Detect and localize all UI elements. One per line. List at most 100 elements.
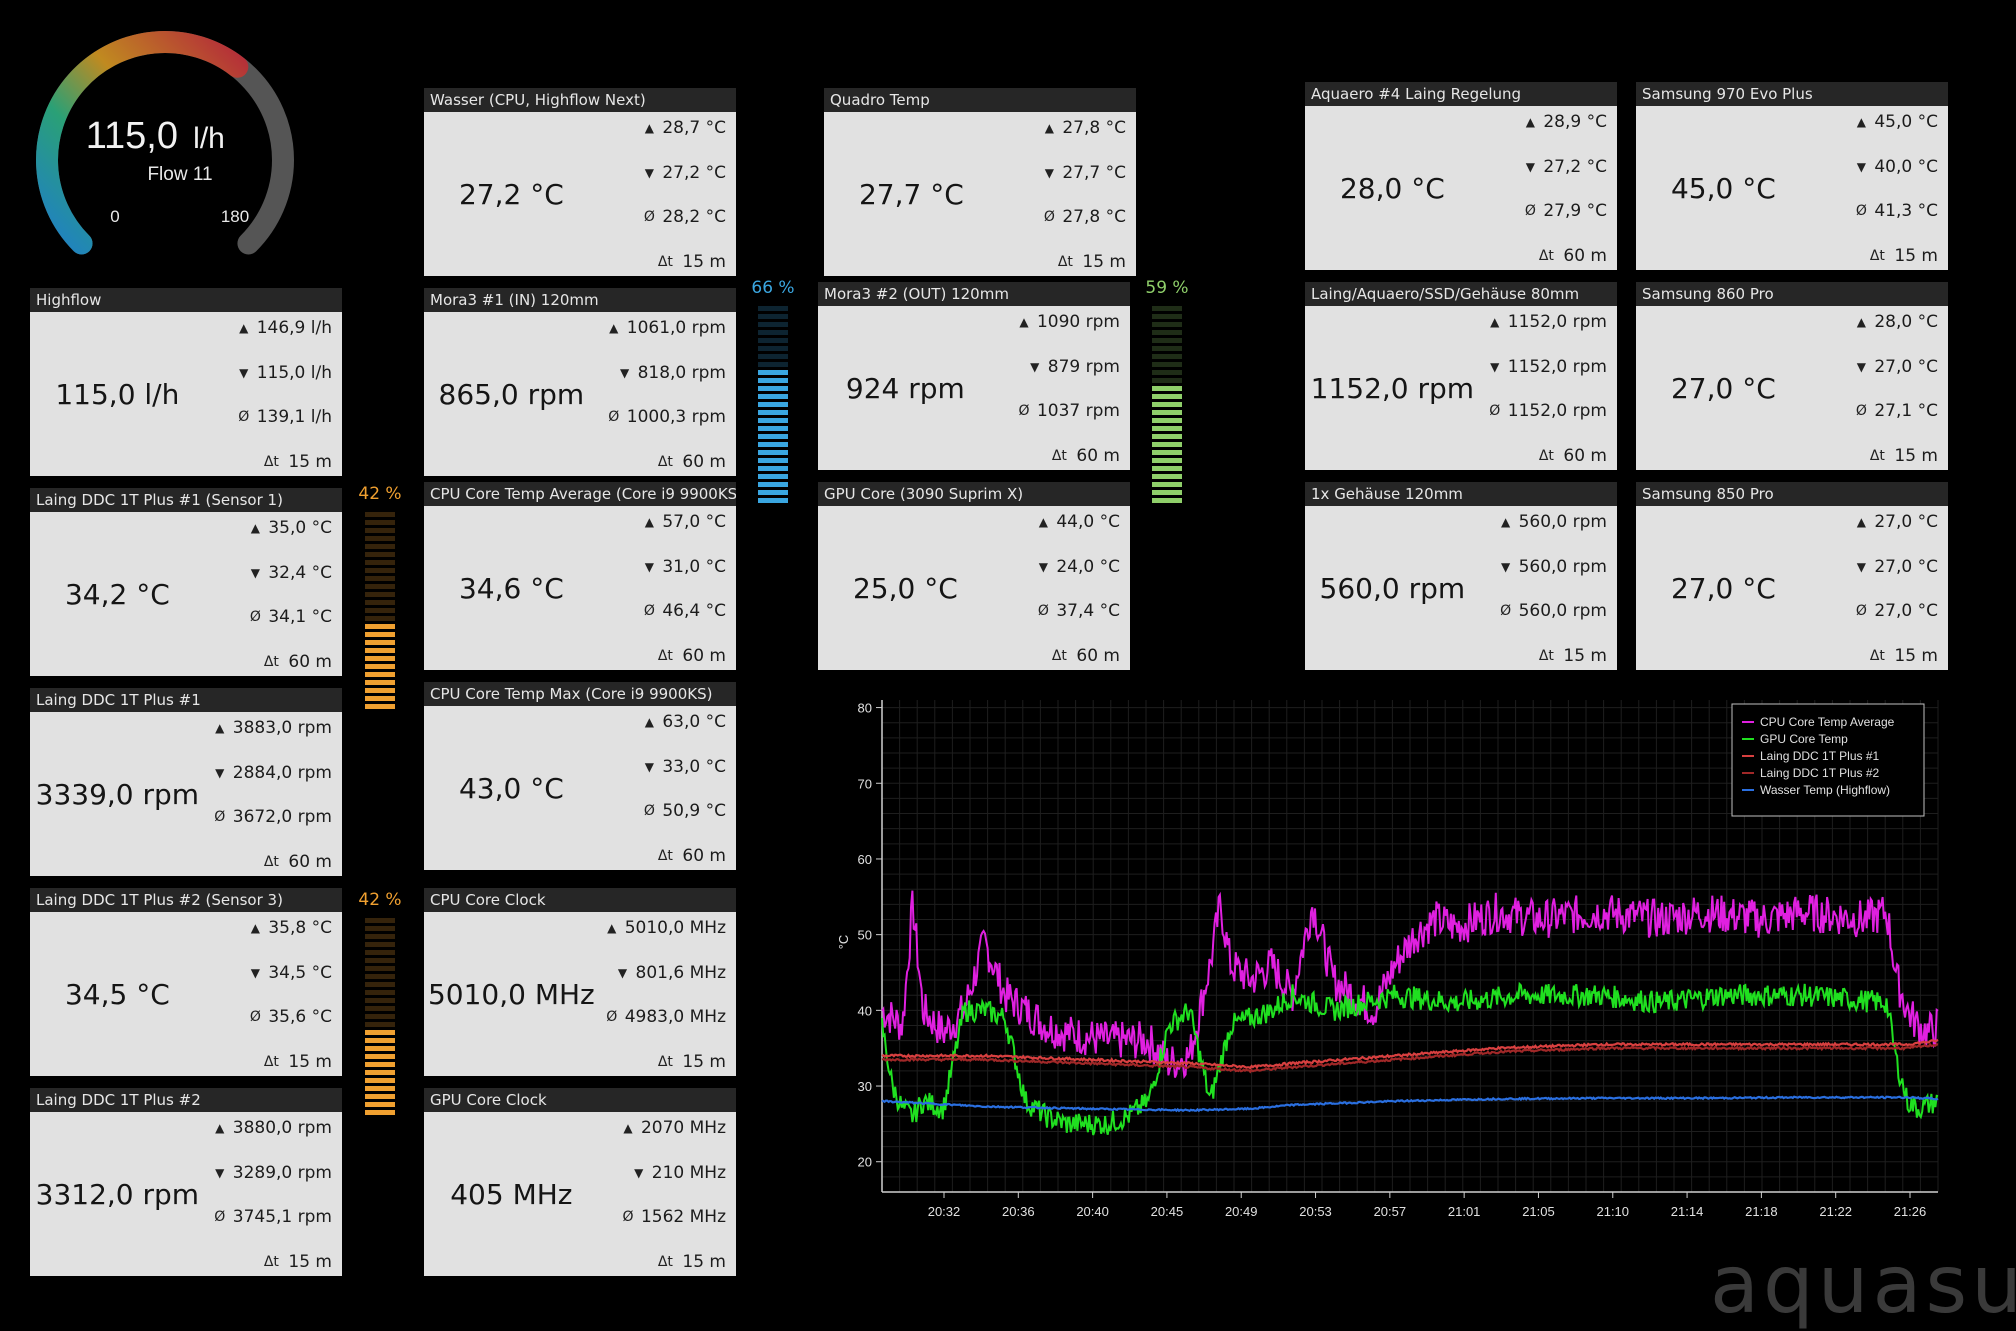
interval-value: 15 m [682, 1251, 726, 1272]
avg-icon: Ø [249, 609, 261, 626]
bar-segment [365, 640, 395, 645]
max-value: 1090 rpm [1036, 312, 1120, 332]
max-value: 27,0 °C [1874, 512, 1938, 532]
bar-segment [365, 576, 395, 581]
bar-segment [365, 1110, 395, 1115]
avg-icon: Ø [1018, 403, 1030, 420]
avg-value: 46,4 °C [662, 601, 726, 622]
bar-segment [365, 680, 395, 685]
x-tick-label: 20:36 [1002, 1204, 1035, 1219]
interval-value: 15 m [1563, 645, 1607, 666]
bar-segment [1152, 362, 1182, 367]
stat-row-avg: Ø 1562 MHz [621, 1207, 726, 1227]
avg-icon: Ø [1855, 403, 1867, 420]
bar-orange-1-pct: 42 % [358, 484, 402, 504]
bar-segment [1152, 354, 1182, 359]
min-value: 560,0 rpm [1518, 556, 1607, 577]
bar-blue [758, 306, 788, 506]
avg-value: 27,0 °C [1874, 601, 1938, 622]
max-value: 28,9 °C [1543, 112, 1607, 132]
min-value: 27,0 °C [1874, 356, 1938, 377]
tile-title: CPU Core Temp Average (Core i9 9900KS) [424, 482, 736, 506]
tile-current-value: 28,0 °C [1339, 171, 1445, 205]
min-value: 34,5 °C [268, 962, 332, 983]
avg-icon: Ø [249, 1009, 261, 1026]
tile-aquaero: Aquaero #4 Laing Regelung 28,0 °C ▲ 28,9 °C… [1305, 82, 1617, 270]
tile-stats: ▲ 27,8 °C ▼ 27,7 °C Ø 27,8 °C Δt 15 m [1042, 118, 1126, 272]
stat-row-dt: Δt 15 m [260, 1252, 332, 1272]
legend-entry: Laing DDC 1T Plus #1 [1760, 749, 1880, 763]
bar-segment [365, 1006, 395, 1011]
tile-current-value: 27,2 °C [458, 177, 564, 211]
stat-row-min: ▼ 3289,0 rpm [213, 1163, 332, 1183]
min-icon: ▼ [617, 965, 628, 980]
avg-value: 27,1 °C [1874, 401, 1938, 422]
bar-segment [758, 410, 788, 415]
interval-value: 60 m [288, 651, 332, 672]
y-tick-label: 40 [858, 1003, 872, 1018]
max-icon: ▲ [1525, 115, 1535, 129]
flow-gauge: 115,0 l/h Flow 11 0 180 [36, 31, 294, 255]
stat-row-avg: Ø 46,4 °C [642, 601, 726, 621]
tile-stats: ▲ 57,0 °C ▼ 31,0 °C Ø 46,4 °C Δt 60 m [642, 512, 726, 666]
stat-row-dt: Δt 60 m [654, 846, 726, 866]
tile-title: Laing DDC 1T Plus #1 [30, 688, 342, 712]
stat-row-dt: Δt 15 m [260, 1052, 332, 1072]
bar-segment [365, 982, 395, 987]
tile-mora2: Mora3 #2 (OUT) 120mm 924 rpm ▲ 1090 rpm ▼ 879… [818, 282, 1130, 470]
interval-value: 60 m [1563, 245, 1607, 266]
stat-row-max: ▲ 146,9 l/h [237, 318, 332, 338]
avg-icon: Ø [643, 803, 655, 820]
tile-body: 34,2 °C ▲ 35,0 °C ▼ 32,4 °C Ø 34,1 °C Δt 60 m [30, 512, 342, 676]
tile-current-value: 34,2 °C [64, 577, 170, 611]
bar-segment [365, 672, 395, 677]
interval-icon: Δt [657, 647, 673, 664]
max-icon: ▲ [623, 1121, 633, 1135]
bar-segment [365, 528, 395, 533]
interval-icon: Δt [657, 453, 673, 470]
stat-row-min: ▼ 818,0 rpm [618, 363, 726, 383]
interval-icon: Δt [657, 1253, 673, 1270]
tile-stats: ▲ 146,9 l/h ▼ 115,0 l/h Ø 139,1 l/h Δt 15 m [237, 318, 332, 472]
watermark: aquasuit [1710, 1238, 2016, 1331]
stat-row-avg: Ø 50,9 °C [642, 801, 726, 821]
series-line-2 [881, 1038, 1939, 1070]
tile-body: 25,0 °C ▲ 44,0 °C ▼ 24,0 °C Ø 37,4 °C Δt 60 m [818, 506, 1130, 670]
tile-title: Mora3 #1 (IN) 120mm [424, 288, 736, 312]
bar-segment [758, 378, 788, 383]
min-icon: ▼ [239, 365, 249, 380]
max-icon: ▲ [239, 321, 249, 335]
legend-box [1731, 703, 1925, 817]
bar-segment [758, 330, 788, 335]
bar-segment [365, 552, 395, 557]
interval-icon: Δt [657, 847, 673, 864]
interval-value: 60 m [682, 845, 726, 866]
stat-row-dt: Δt 15 m [1866, 446, 1938, 466]
bar-segment [758, 370, 788, 375]
max-icon: ▲ [644, 715, 654, 729]
tile-current-value: 115,0 l/h [55, 377, 180, 411]
x-tick-label: 21:05 [1522, 1204, 1555, 1219]
tile-body: 5010,0 MHz ▲ 5010,0 MHz ▼ 801,6 MHz Ø 4983,0 M… [424, 912, 736, 1076]
tile-title: GPU Core Clock [424, 1088, 736, 1112]
bar-segment [365, 560, 395, 565]
tile-laing1: Laing DDC 1T Plus #1 3339,0 rpm ▲ 3883,0 rp… [30, 688, 342, 876]
stat-row-dt: Δt 60 m [654, 452, 726, 472]
y-tick-label: 20 [858, 1155, 872, 1170]
min-icon: ▼ [1856, 359, 1866, 374]
max-icon: ▲ [644, 515, 654, 529]
bar-segment [758, 458, 788, 463]
avg-value: 35,6 °C [268, 1007, 332, 1028]
interval-icon: Δt [263, 1053, 279, 1070]
legend-entry: GPU Core Temp [1760, 732, 1848, 746]
max-value: 35,0 °C [268, 518, 332, 538]
interval-icon: Δt [1051, 447, 1067, 464]
tile-current-value: 5010,0 MHz [427, 977, 595, 1011]
stat-row-min: ▼ 40,0 °C [1854, 157, 1938, 177]
bar-segment [758, 466, 788, 471]
bar-segment [365, 600, 395, 605]
y-tick-label: 80 [858, 701, 872, 716]
tile-title: Laing DDC 1T Plus #2 [30, 1088, 342, 1112]
interval-icon: Δt [657, 1053, 673, 1070]
min-value: 818,0 rpm [637, 362, 726, 383]
